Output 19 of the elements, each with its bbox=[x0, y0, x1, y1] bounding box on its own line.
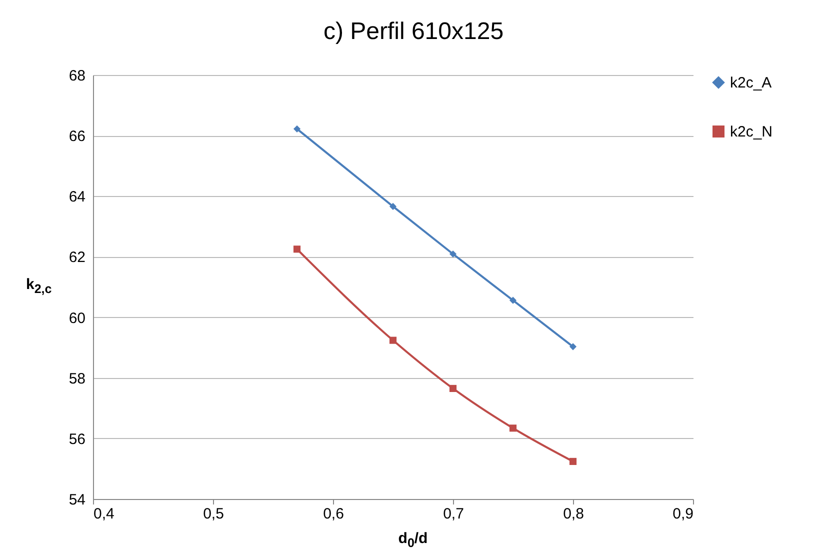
y-tick-label: 54 bbox=[68, 492, 86, 508]
chart-title: c) Perfil 610x125 bbox=[322, 18, 505, 46]
y-tick-label: 68 bbox=[68, 68, 86, 84]
y-tick-label: 58 bbox=[68, 370, 86, 388]
x-tick-label: 0,4 bbox=[94, 506, 114, 522]
x-tick-label: 0,5 bbox=[203, 506, 224, 522]
legend-label: k2c_N bbox=[730, 124, 773, 140]
x-tick-label: 0,9 bbox=[672, 506, 694, 522]
y-tick-label: 64 bbox=[68, 188, 86, 206]
x-tick-label: 0,8 bbox=[563, 506, 584, 522]
x-tick-label: 0,6 bbox=[323, 506, 344, 522]
legend-label: k2c_A bbox=[730, 74, 772, 92]
y-axis-title: k$_{2,c}$ bbox=[26, 276, 52, 296]
y-tick-label: 60 bbox=[68, 310, 86, 327]
y-tick-label: 66 bbox=[68, 128, 86, 146]
x-tick-label: 0,7 bbox=[443, 506, 464, 522]
x-axis-title: d$_{0}$/d bbox=[397, 530, 429, 550]
y-tick-label: 56 bbox=[68, 430, 86, 448]
y-tick-label: 62 bbox=[68, 249, 86, 266]
